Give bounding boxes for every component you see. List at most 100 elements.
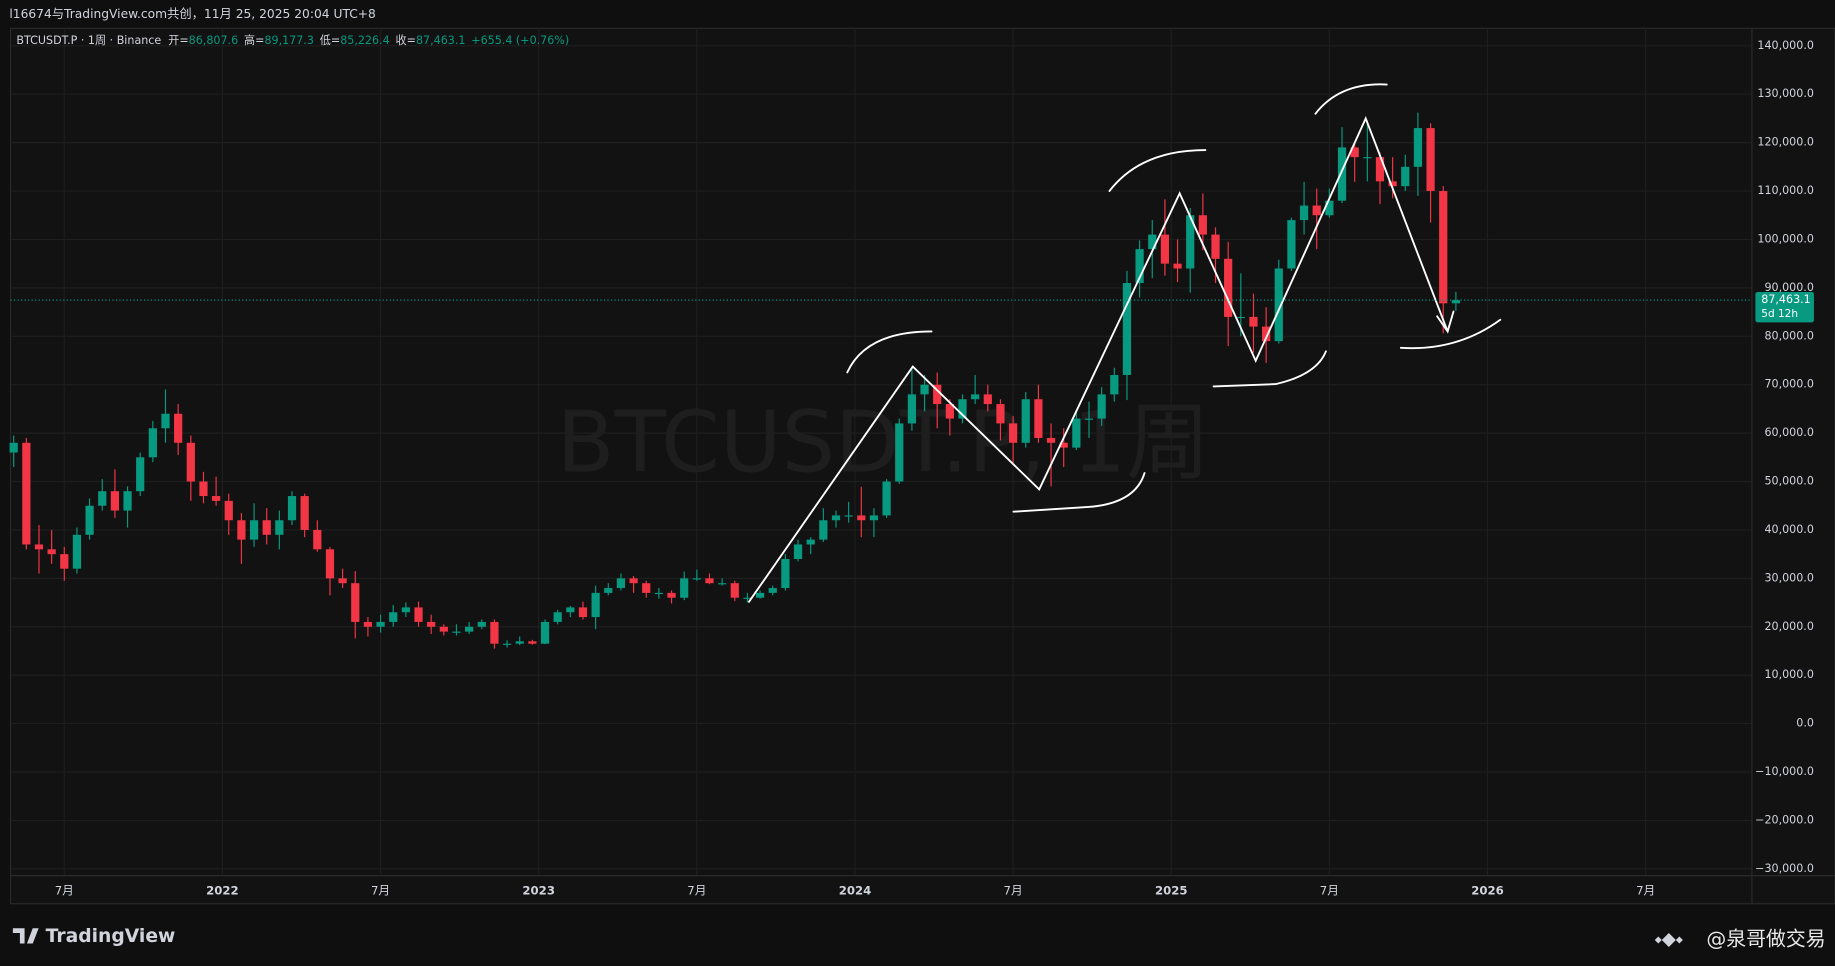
candle-body <box>1224 258 1233 317</box>
candle-body <box>47 549 56 555</box>
candle-body <box>793 544 803 559</box>
candle-body <box>1110 375 1119 395</box>
brand-logo: TradingView <box>12 926 176 947</box>
candle-body <box>1084 418 1094 420</box>
y-tick-label: 130,000.0 <box>1757 87 1814 100</box>
candle-body <box>983 394 992 405</box>
x-tick-label: 2026 <box>1471 883 1504 897</box>
candle-body <box>1211 234 1220 259</box>
candle-body <box>831 515 841 521</box>
candle-body <box>907 394 917 424</box>
candle-body <box>1287 220 1296 269</box>
candle-body <box>1439 191 1448 304</box>
candle-body <box>136 457 145 492</box>
candle-body <box>844 515 853 517</box>
candle-body <box>743 597 752 599</box>
candle-body <box>477 621 486 627</box>
candle-body <box>654 592 663 595</box>
candle-body <box>249 520 259 540</box>
legend-label: 高= <box>244 33 264 47</box>
candle-body <box>1072 418 1081 448</box>
arc-drawing <box>1212 350 1327 388</box>
candle-body <box>313 529 322 550</box>
candle-body <box>123 491 132 511</box>
candle-body <box>515 641 524 644</box>
candle-body <box>604 588 613 593</box>
legend-value: 87,463.1 <box>416 34 465 47</box>
candle-body <box>933 384 942 405</box>
candle-body <box>174 413 183 443</box>
y-tick-label: 140,000.0 <box>1757 39 1814 52</box>
candle-body <box>1173 263 1182 269</box>
candle-body <box>1401 166 1410 187</box>
candle-body <box>262 520 271 535</box>
candle-body <box>1186 215 1195 269</box>
candle-body <box>199 481 208 497</box>
legend-label: 开= <box>168 34 188 47</box>
candle-body <box>224 500 233 521</box>
candle-body <box>363 621 373 627</box>
candle-body <box>705 578 714 584</box>
author: @泉哥做交易 <box>1706 927 1825 950</box>
candle-body <box>502 643 512 645</box>
brand: TradingView <box>46 926 176 947</box>
candle-body <box>566 607 575 613</box>
candle-body <box>857 515 866 521</box>
drawings <box>748 83 1502 603</box>
x-tick-label: 7月 <box>1636 883 1655 897</box>
candle-body <box>680 578 689 598</box>
candle-body <box>996 404 1005 424</box>
candle-body <box>275 520 284 535</box>
legend-value: 85,226.4 <box>340 34 389 47</box>
candle-body <box>351 583 360 622</box>
candle-body <box>553 612 562 622</box>
last-price-box <box>1755 291 1814 323</box>
candle-body <box>389 612 398 622</box>
candle-body <box>1262 326 1271 342</box>
candle-body <box>730 583 739 598</box>
zigzag-drawing <box>748 116 1449 603</box>
candle-body <box>72 534 82 569</box>
candle-body <box>1097 394 1106 419</box>
candle-body <box>22 442 31 545</box>
y-tick-label: −10,000.0 <box>1755 765 1814 778</box>
candle-body <box>629 578 638 584</box>
x-tick-label: 7月 <box>371 883 390 897</box>
candle-body <box>376 621 385 627</box>
candle-body <box>300 496 309 530</box>
y-tick-label: 30,000.0 <box>1764 571 1813 584</box>
candle-body <box>1122 283 1132 376</box>
candle-body <box>211 496 221 501</box>
countdown: 5d 12h <box>1761 308 1798 320</box>
axes: 140,000.0 130,000.0 120,000.0 110,000.0 100,… <box>10 39 1814 897</box>
arrow-head <box>1436 310 1455 334</box>
candle-body <box>1426 128 1435 192</box>
candle-body <box>1236 316 1245 319</box>
candle-body <box>1249 316 1258 327</box>
candle-body <box>1274 268 1283 342</box>
candle-body <box>1337 147 1347 201</box>
legend-label: 收= <box>396 33 416 47</box>
candle-body <box>60 554 69 569</box>
candle-body <box>755 592 765 598</box>
y-tick-label: 50,000.0 <box>1764 475 1813 488</box>
candle-body <box>439 626 448 632</box>
candle-body <box>401 607 410 613</box>
candle-body <box>1375 157 1385 182</box>
candle-body <box>1059 442 1068 448</box>
candle-body <box>148 428 157 458</box>
candle-body <box>1312 205 1321 216</box>
candle-body <box>98 491 107 506</box>
candle-body <box>718 583 727 585</box>
legend-label: 低= <box>320 34 340 47</box>
candle-body <box>1363 157 1372 159</box>
y-tick-label: 90,000.0 <box>1764 281 1813 294</box>
legend-change: +655.4 (+0.76%) <box>471 34 569 47</box>
candle-body <box>1451 300 1460 304</box>
grid <box>10 28 1752 876</box>
y-tick-label: 110,000.0 <box>1757 184 1814 197</box>
candle-body <box>1325 200 1334 216</box>
author-icon <box>1654 932 1683 948</box>
candle-body <box>427 621 436 627</box>
candle-body <box>1198 215 1207 235</box>
